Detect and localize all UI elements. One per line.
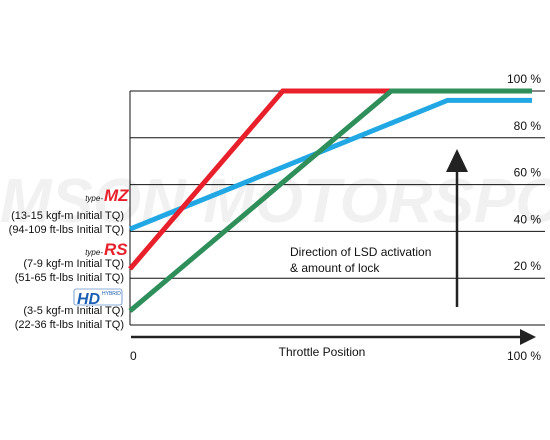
legend-hd-logo: HD [77,291,101,308]
x-axis-arrow-head [520,329,536,345]
y-tick-label-60: 60 % [514,166,542,180]
legend-rs-type: type- [85,248,103,257]
x-axis-title: Throttle Position [279,345,366,359]
legend-hd: HD HYBRID (3-5 kgf-m Initial TQ) (22-36 … [15,288,124,331]
legend-rs-logo: RS [104,240,128,259]
legend-hd-badge [73,288,123,306]
series-line-hd [128,88,532,313]
legend-rs-line2: (51-65 ft-lbs Initial TQ) [15,272,124,284]
y-tick-label-20: 20 % [514,259,542,273]
series-line-type-mz [129,97,532,232]
x-axis-end-label: 100 % [507,349,541,363]
series-group [128,88,532,313]
x-axis-start-label: 0 [130,349,137,363]
watermark: TOMSON MOTORSPORT [0,167,550,236]
annotation-arrow-head [446,149,468,172]
legend-mz-logo: MZ [104,186,129,205]
y-tick-labels: 20 % 40 % 60 % 80 % 100 % [507,72,541,273]
legend-rs: type- RS (7-9 kgf-m Initial TQ) (51-65 f… [15,240,129,284]
y-tick-label-40: 40 % [514,212,542,226]
y-tick-label-80: 80 % [514,119,542,133]
legend-hd-line2: (22-36 ft-lbs Initial TQ) [15,319,124,331]
legend-hd-line1: (3-5 kgf-m Initial TQ) [23,305,124,317]
legend-mz: type- MZ (13-15 kgf-m Initial TQ) (94-10… [9,186,130,236]
y-tick-label-100: 100 % [507,72,541,86]
annotation-line2: & amount of lock [290,261,380,275]
legend-mz-line2: (94-109 ft-lbs Initial TQ) [9,224,124,236]
legend-hd-type: HYBRID [102,291,121,297]
legend-mz-type: type- [85,194,103,203]
legend-rs-line1: (7-9 kgf-m Initial TQ) [23,258,124,270]
legend-mz-line1: (13-15 kgf-m Initial TQ) [11,210,124,222]
annotation-line1: Direction of LSD activation [290,245,431,259]
